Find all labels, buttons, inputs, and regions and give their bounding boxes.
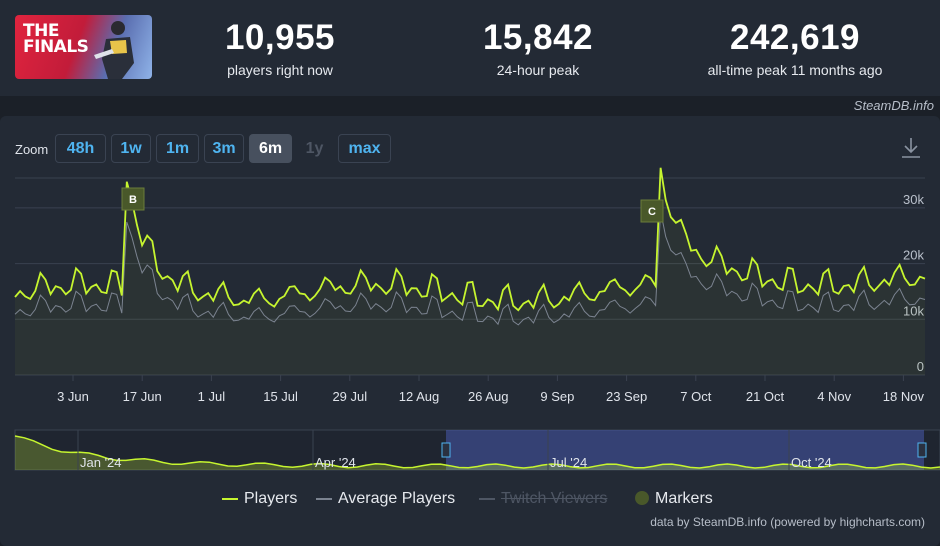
zoom-label: Zoom [15,142,49,157]
x-tick-label: 3 Jun [57,389,89,404]
y-tick-label: 0 [917,359,924,374]
marker-dot-icon [635,491,649,505]
players-now-value: 10,955 [224,18,336,57]
x-tick-label: 9 Sep [540,389,574,404]
zoom-1w-button[interactable]: 1w [111,134,151,163]
legend-players[interactable]: Players [222,490,297,508]
legend-twitch-label: Twitch Viewers [501,490,608,507]
x-tick-label: 4 Nov [817,389,851,404]
navigator-label: Jul '24 [550,455,587,470]
players-line [14,167,926,312]
legend-twitch-viewers[interactable]: Twitch Viewers [479,490,607,508]
x-tick-label: 18 Nov [883,389,925,404]
marker-B [121,187,145,211]
zoom-1y-button[interactable]: 1y [305,140,324,157]
logo-line1: THE [23,21,59,41]
peak-24h-label: 24-hour peak [496,62,580,78]
peak-24h-stat: 15,842 24-hour peak [458,18,618,78]
players-now-label: players right now [227,62,333,78]
x-tick-label: 29 Jul [332,389,367,404]
x-tick-label: 21 Oct [746,389,785,404]
zoom-48h-button[interactable]: 48h [55,134,106,163]
legend-markers-label: Markers [655,490,713,507]
y-tick-label: 20k [903,248,924,263]
navigator-selection [446,430,924,470]
download-icon[interactable] [900,136,922,160]
legend-players-label: Players [244,490,298,507]
legend-average-players[interactable]: Average Players [316,490,455,508]
navigator-area [15,436,940,470]
marker-C [640,199,664,223]
zoom-3m-button[interactable]: 3m [204,134,244,163]
players-area [15,167,925,375]
x-tick-label: 26 Aug [468,389,509,404]
x-tick-label: 15 Jul [263,389,298,404]
y-tick-label: 30k [903,192,924,207]
peak-24h-value: 15,842 [482,18,594,57]
alltime-peak-label: all-time peak 11 months ago [707,62,883,78]
zoom-max-button[interactable]: max [338,134,391,163]
navigator-label: Jan '24 [80,455,122,470]
x-tick-label: 7 Oct [680,389,711,404]
x-tick-label: 17 Jun [123,389,162,404]
navigator-line [14,435,940,469]
players-now-stat: 10,955 players right now [200,18,360,78]
alltime-peak-value: 242,619 [729,18,861,57]
x-tick-label: 12 Aug [399,389,440,404]
y-tick-label: 10k [903,303,924,318]
steamdb-credit-top[interactable]: SteamDB.info [853,98,934,113]
game-logo[interactable]: THE FINALS [15,15,152,79]
logo-line2: FINALS [23,37,89,57]
zoom-6m-button[interactable]: 6m [249,134,292,163]
navigator-label: Oct '24 [791,455,832,470]
legend-markers[interactable]: Markers [635,490,713,508]
navigator-handle-right[interactable] [917,442,927,458]
highcharts-credit[interactable]: data by SteamDB.info (powered by highcha… [650,515,925,529]
marker-B-label: B [129,194,137,206]
average-players-line [14,210,926,326]
zoom-1m-button[interactable]: 1m [156,134,199,163]
character-figure-icon [94,21,134,79]
stats-header [0,0,940,96]
x-tick-label: 23 Sep [606,389,647,404]
marker-C-label: C [648,206,656,218]
navigator-label: Apr '24 [315,455,356,470]
logo-text: THE FINALS [23,21,89,57]
x-tick-label: 1 Jul [198,389,226,404]
legend-average-label: Average Players [338,490,456,507]
chart-panel [0,116,940,546]
alltime-peak-stat: 242,619 all-time peak 11 months ago [690,18,900,78]
navigator-handle-left[interactable] [441,442,451,458]
